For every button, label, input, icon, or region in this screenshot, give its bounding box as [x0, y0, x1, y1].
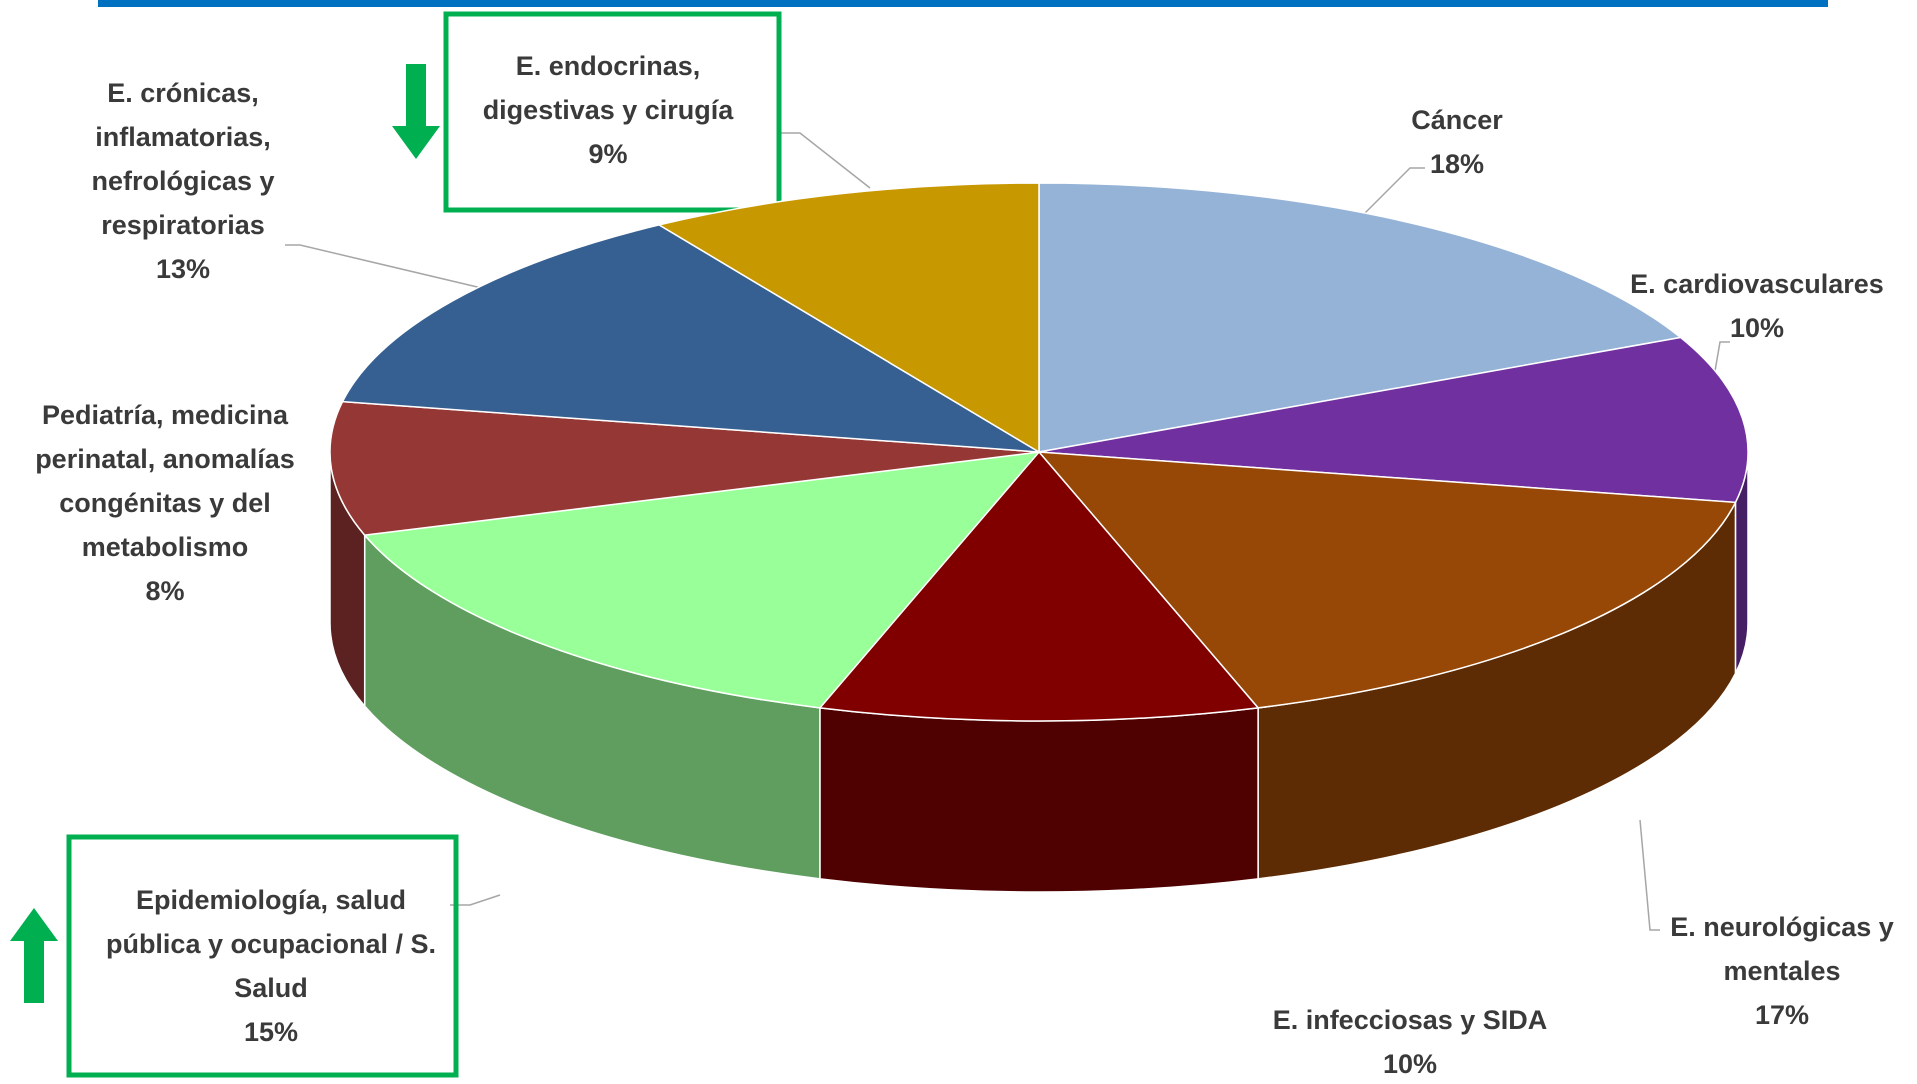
- highlight-box: [66, 834, 459, 1078]
- category-label: Cáncer: [1411, 105, 1503, 135]
- slice: [1037, 451, 1737, 709]
- down-arrow: [392, 64, 440, 159]
- value-label: 10%: [1729, 313, 1785, 343]
- slice-label: E. crónicas, inflamatorias, nefrológicas…: [53, 71, 313, 291]
- slice-label: E. endocrinas, digestivas y cirugía 9%: [448, 44, 768, 176]
- value-label: 8%: [145, 576, 185, 606]
- slice: [1038, 182, 1683, 453]
- value-label: 17%: [1754, 1000, 1810, 1030]
- value-label: 9%: [588, 139, 628, 169]
- value-label: 10%: [1382, 1049, 1438, 1079]
- value-label: 13%: [155, 254, 211, 284]
- slice: [363, 451, 1041, 709]
- leader-lines: [285, 132, 1730, 931]
- slice: [657, 182, 1040, 454]
- top-rule: [98, 0, 1828, 7]
- pie-sides: [329, 451, 1749, 893]
- category-label: Pediatría, medicina perinatal, anomalías…: [35, 400, 295, 562]
- pie-tops: [329, 182, 1749, 722]
- category-label: E. infecciosas y SIDA: [1272, 1005, 1548, 1035]
- category-label: E. neurológicas y mentales: [1670, 912, 1894, 986]
- slice-label: Pediatría, medicina perinatal, anomalías…: [0, 393, 330, 613]
- slice-label: E. infecciosas y SIDA 10%: [1210, 998, 1610, 1084]
- category-label: E. cardiovasculares: [1630, 269, 1884, 299]
- slice-label: E. cardiovasculares 10%: [1597, 262, 1917, 350]
- value-label: 18%: [1429, 149, 1485, 179]
- slice-side: [819, 706, 1259, 893]
- slice: [1038, 336, 1749, 504]
- slice: [818, 450, 1260, 722]
- category-label: E. endocrinas, digestivas y cirugía: [482, 51, 734, 125]
- slice-label: E. neurológicas y mentales 17%: [1647, 905, 1917, 1037]
- value-label: 15%: [243, 1017, 299, 1047]
- category-label: E. crónicas, inflamatorias, nefrológicas…: [91, 78, 275, 240]
- slice-label: Cáncer 18%: [1307, 98, 1607, 186]
- slice-label: Epidemiología, salud pública y ocupacion…: [86, 878, 456, 1054]
- slice: [341, 224, 1040, 453]
- up-arrow: [10, 908, 58, 1003]
- highlight-box: [443, 11, 782, 213]
- slice: [329, 400, 1040, 536]
- category-label: Epidemiología, salud pública y ocupacion…: [105, 885, 437, 1003]
